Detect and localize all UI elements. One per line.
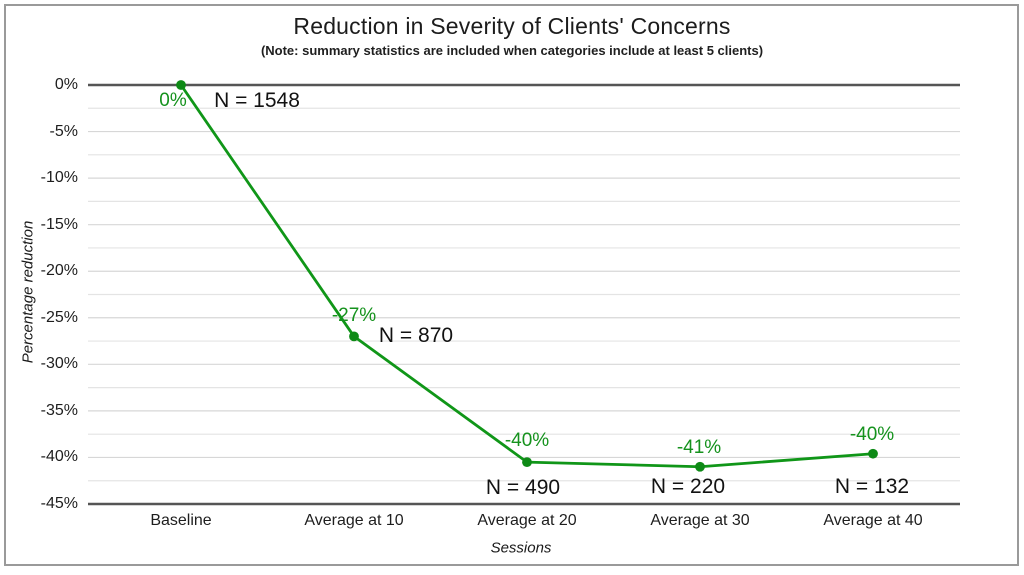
chart-title: Reduction in Severity of Clients' Concer… bbox=[293, 13, 731, 39]
y-tick-label: -15% bbox=[40, 215, 78, 233]
chart-frame bbox=[4, 4, 1019, 566]
n-count-label: N = 1548 bbox=[214, 89, 300, 112]
x-tick-label: Baseline bbox=[150, 512, 212, 529]
data-point-label: -40% bbox=[504, 430, 550, 452]
y-tick-label: -40% bbox=[40, 448, 78, 466]
chart-subtitle: (Note: summary statistics are included w… bbox=[260, 43, 764, 58]
x-axis-title: Sessions bbox=[490, 539, 552, 557]
y-tick-label: -35% bbox=[40, 401, 78, 419]
data-point-label: -41% bbox=[676, 436, 722, 458]
data-point-marker bbox=[695, 461, 705, 472]
series-line bbox=[179, 83, 875, 469]
data-point-label: -40% bbox=[849, 423, 895, 445]
n-count-label: N = 490 bbox=[485, 476, 561, 499]
x-tick-label: Average at 20 bbox=[477, 512, 577, 529]
x-tick-label: Average at 10 bbox=[304, 512, 404, 529]
n-count-label: N = 870 bbox=[378, 324, 454, 347]
n-count-label: N = 220 bbox=[650, 475, 726, 498]
y-tick-label: -20% bbox=[40, 262, 78, 280]
data-point-marker bbox=[176, 80, 186, 90]
y-tick-label: -5% bbox=[49, 122, 78, 140]
data-point-marker bbox=[868, 448, 878, 459]
data-point-label: 0% bbox=[159, 90, 187, 111]
y-tick-label: -10% bbox=[40, 169, 78, 187]
data-point-marker bbox=[349, 331, 359, 342]
n-count-label: N = 132 bbox=[834, 475, 910, 498]
y-tick-label: -45% bbox=[40, 495, 78, 512]
y-tick-label: -30% bbox=[40, 355, 78, 373]
x-tick-label: Average at 30 bbox=[650, 512, 750, 529]
data-point-marker bbox=[522, 457, 532, 467]
x-tick-label: Average at 40 bbox=[823, 512, 923, 529]
data-point-label: -27% bbox=[331, 305, 377, 327]
y-tick-label: -25% bbox=[40, 308, 78, 326]
y-axis-title: Percentage reduction bbox=[19, 220, 37, 364]
y-tick-label: 0% bbox=[54, 76, 78, 93]
